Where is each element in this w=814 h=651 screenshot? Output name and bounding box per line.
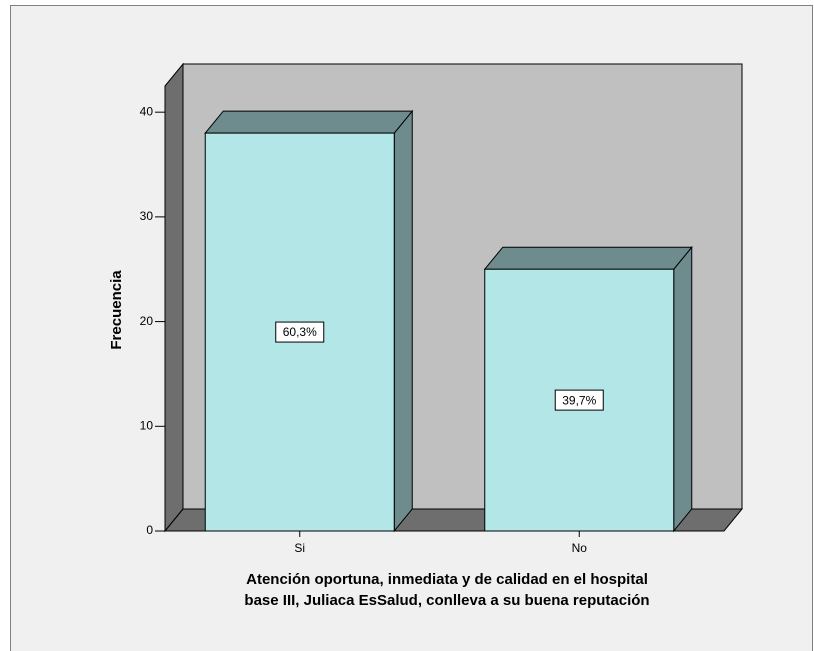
y-tick-label: 30 (140, 209, 154, 223)
y-tick-label: 40 (140, 104, 154, 118)
side-wall (164, 62, 184, 533)
bar-side (393, 109, 413, 533)
x-tick-label: Si (294, 541, 305, 555)
y-tick-label: 0 (146, 523, 153, 537)
x-axis-title: base III, Juliaca EsSalud, conlleva a su… (244, 592, 649, 609)
bar-label: 60,3% (283, 325, 317, 339)
y-axis-title: Frecuencia (108, 270, 125, 350)
bar-side (673, 245, 693, 533)
y-tick-label: 10 (140, 418, 154, 432)
bar-label-box (554, 389, 604, 411)
bar-top (204, 110, 414, 134)
x-axis-title: Atención oportuna, inmediata y de calida… (246, 571, 648, 588)
y-tick-label: 20 (140, 314, 154, 328)
bar-label-box (275, 321, 325, 343)
x-tick-label: No (572, 541, 588, 555)
bar-top (483, 246, 693, 270)
bar-label: 39,7% (562, 393, 596, 407)
